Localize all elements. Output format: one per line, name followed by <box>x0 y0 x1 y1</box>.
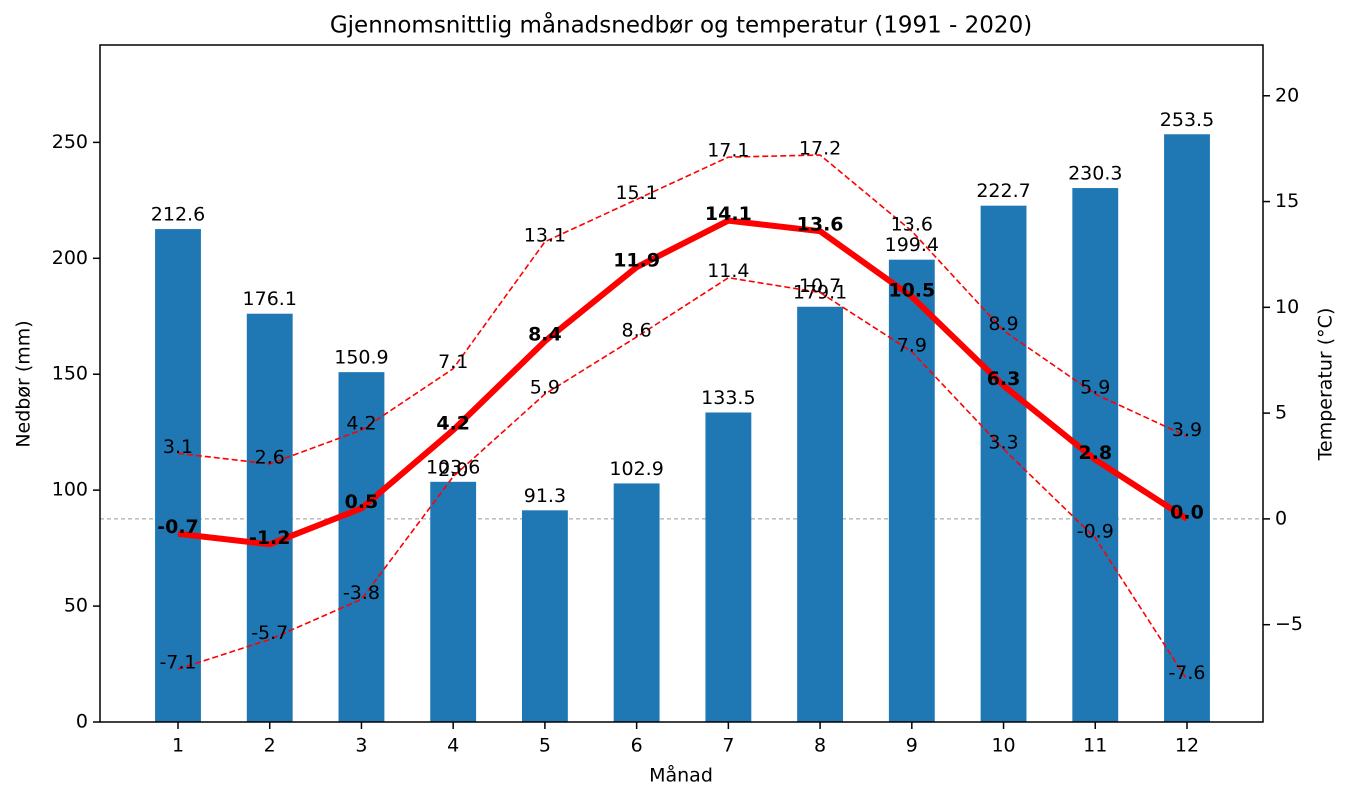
x-tick-label: 8 <box>814 735 826 757</box>
bar-value-label: 102.9 <box>609 458 663 480</box>
bar <box>797 306 844 722</box>
line-value-label: -7.6 <box>1168 662 1205 684</box>
temperature-line <box>177 154 1188 465</box>
bar <box>155 229 201 722</box>
x-tick-label: 6 <box>631 735 643 757</box>
y2-axis-label: Temperatur (°C) <box>1315 308 1337 462</box>
bar-value-label: 253.5 <box>1160 109 1214 131</box>
y-axis-label: Nedbør (mm) <box>13 320 35 447</box>
x-tick-label: 2 <box>264 735 276 757</box>
temperature-line <box>177 276 1188 681</box>
bar-value-label: 176.1 <box>243 288 297 310</box>
chart-title: Gjennomsnittlig månadsnedbør og temperat… <box>330 11 1032 39</box>
bar-value-label: 91.3 <box>524 485 566 507</box>
line-value-label: 3.1 <box>163 436 193 458</box>
y2-tick-label: 15 <box>1275 190 1299 212</box>
x-tick-label: 1 <box>172 735 184 757</box>
bar <box>1164 134 1210 723</box>
y2-tick-label: 10 <box>1275 296 1299 318</box>
line-value-label: 13.6 <box>891 214 933 236</box>
line-value-label: 8.4 <box>528 324 562 346</box>
bar <box>613 483 660 722</box>
line-value-label: 2.6 <box>255 446 285 468</box>
bar-value-label: 222.7 <box>976 180 1030 202</box>
bar <box>888 259 935 722</box>
line-value-label: 3.3 <box>988 432 1018 454</box>
line-value-label: 0.0 <box>1170 501 1204 523</box>
x-tick-label: 4 <box>447 735 459 757</box>
x-tick-label: 11 <box>1083 735 1107 757</box>
line-value-label: 5.9 <box>1080 377 1110 399</box>
plot-frame <box>99 44 1264 723</box>
line-value-label: -0.7 <box>157 516 199 538</box>
bar-value-label: 133.5 <box>701 387 755 409</box>
bar <box>246 313 293 722</box>
x-tick-label: 5 <box>539 735 551 757</box>
y2-tick-label: 20 <box>1275 84 1299 106</box>
y-tick-label: 200 <box>52 247 88 269</box>
temperature-line <box>177 217 1189 548</box>
x-axis-label: Månad <box>649 764 713 787</box>
x-tick-label: 12 <box>1175 735 1199 757</box>
bar-value-label: 150.9 <box>334 347 388 369</box>
bar <box>1072 188 1119 722</box>
y2-tick-label: −5 <box>1275 613 1303 635</box>
line-value-label: 6.3 <box>987 368 1021 390</box>
y2-tick-label: 5 <box>1275 402 1287 424</box>
line-value-label: 15.1 <box>615 182 657 204</box>
y-tick-label: 0 <box>76 711 88 733</box>
line-value-label: 17.2 <box>799 138 841 160</box>
x-tick-label: 7 <box>722 735 734 757</box>
x-tick-label: 10 <box>991 735 1015 757</box>
y2-tick-label: 0 <box>1275 507 1287 529</box>
line-value-label: 8.9 <box>988 313 1018 335</box>
bar-value-label: 212.6 <box>151 204 205 226</box>
bar-value-label: 230.3 <box>1068 163 1122 185</box>
line-value-label: 7.9 <box>897 334 927 356</box>
y-tick-label: 150 <box>52 363 88 385</box>
line-value-label: 13.6 <box>797 214 844 236</box>
line-value-label: 11.9 <box>613 250 660 272</box>
bar-value-label: 199.4 <box>885 234 939 256</box>
line-value-label: 5.9 <box>530 377 560 399</box>
line-value-label: 11.4 <box>707 260 749 282</box>
line-value-label: 3.9 <box>1172 419 1202 441</box>
line-value-label: -5.7 <box>251 622 288 644</box>
x-tick-label: 9 <box>906 735 918 757</box>
line-value-label: 2.8 <box>1078 442 1112 464</box>
y-tick-label: 50 <box>64 595 88 617</box>
line-value-label: 10.7 <box>799 275 841 297</box>
line-value-label: 14.1 <box>705 203 752 225</box>
line-value-label: 13.1 <box>524 224 566 246</box>
y-tick-label: 100 <box>52 479 88 501</box>
line-value-label: -3.8 <box>343 582 380 604</box>
line-value-label: -0.9 <box>1077 520 1114 542</box>
x-tick-label: 3 <box>355 735 367 757</box>
line-value-label: 0.5 <box>345 491 379 513</box>
bar <box>521 510 568 722</box>
bar <box>430 481 477 722</box>
bar-value-label: 103.6 <box>426 456 480 478</box>
line-value-label: 17.1 <box>707 140 749 162</box>
y-tick-label: 250 <box>52 131 88 153</box>
line-value-label: 4.2 <box>436 413 470 435</box>
line-value-label: 4.2 <box>346 413 376 435</box>
line-value-label: -1.2 <box>249 527 291 549</box>
bar <box>705 412 752 722</box>
line-value-label: 8.6 <box>622 319 652 341</box>
line-value-label: 7.1 <box>438 351 468 373</box>
line-value-label: -7.1 <box>159 652 196 674</box>
line-value-label: 10.5 <box>888 279 935 301</box>
line-value-label: 2.0 <box>438 459 468 481</box>
